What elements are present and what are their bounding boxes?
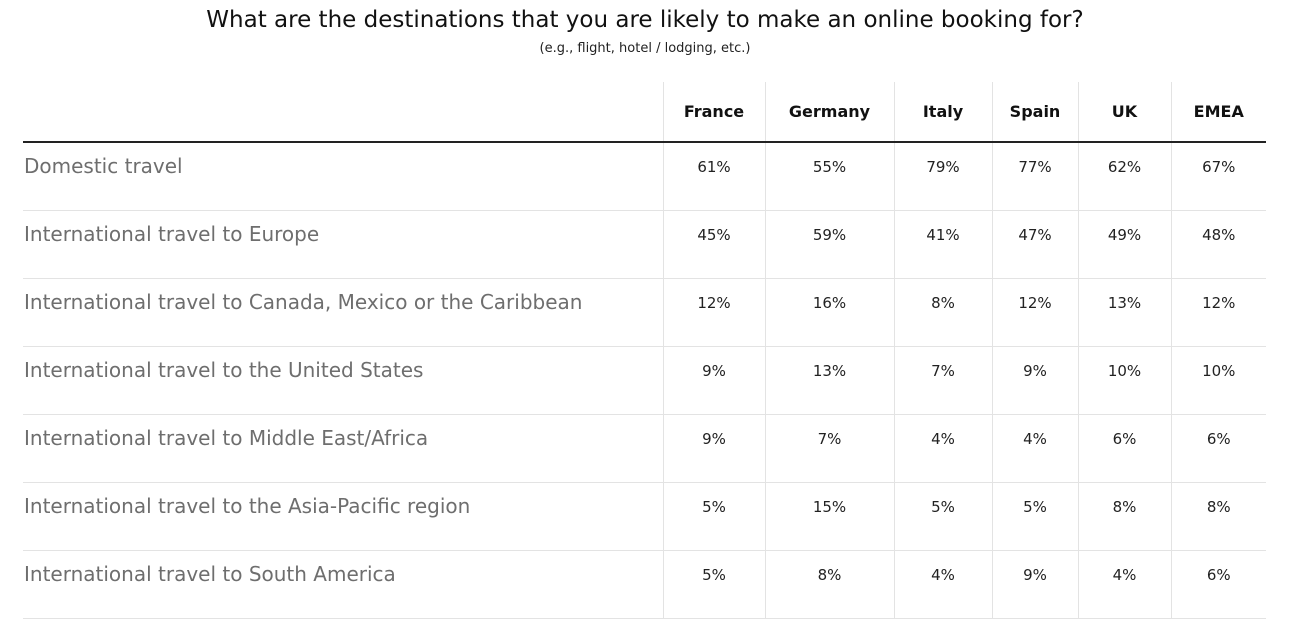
table-cell: 9% — [662, 414, 765, 483]
table-cell: 7% — [764, 414, 894, 483]
table-cell: 8% — [1077, 482, 1171, 551]
row-label: International travel to South America — [23, 550, 663, 619]
table-cell: 6% — [1170, 414, 1266, 483]
table-cell: 7% — [893, 346, 992, 415]
table-cell: 13% — [1077, 278, 1171, 347]
table-row: International travel to the United State… — [23, 346, 1266, 415]
table-cell: 4% — [1077, 550, 1171, 619]
table-cell: 8% — [1170, 482, 1266, 551]
table-cell: 41% — [893, 210, 992, 279]
chart-title: What are the destinations that you are l… — [206, 7, 1084, 33]
column-header-spain: Spain — [991, 82, 1078, 143]
table-row: International travel to South America 5%… — [23, 550, 1266, 619]
table-cell: 12% — [991, 278, 1078, 347]
table-cell: 55% — [764, 142, 894, 211]
table-cell: 59% — [764, 210, 894, 279]
table-cell: 5% — [991, 482, 1078, 551]
data-table: France Germany Italy Spain UK EMEA Domes… — [23, 82, 1266, 619]
table-cell: 4% — [893, 550, 992, 619]
table-row: International travel to the Asia-Pacific… — [23, 482, 1266, 551]
column-header-emea: EMEA — [1170, 82, 1266, 143]
column-header-uk: UK — [1077, 82, 1171, 143]
table-cell: 9% — [991, 550, 1078, 619]
table-cell: 5% — [662, 550, 765, 619]
table-cell: 47% — [991, 210, 1078, 279]
header-row: France Germany Italy Spain UK EMEA — [23, 82, 1266, 143]
table-cell: 10% — [1077, 346, 1171, 415]
table-row: International travel to Canada, Mexico o… — [23, 278, 1266, 347]
table-cell: 15% — [764, 482, 894, 551]
table-cell: 4% — [991, 414, 1078, 483]
table-cell: 45% — [662, 210, 765, 279]
row-label-header — [23, 82, 663, 143]
table-cell: 9% — [991, 346, 1078, 415]
table-cell: 8% — [764, 550, 894, 619]
row-label: International travel to Europe — [23, 210, 663, 279]
column-header-france: France — [662, 82, 765, 143]
table-cell: 79% — [893, 142, 992, 211]
table-cell: 5% — [662, 482, 765, 551]
table-cell: 62% — [1077, 142, 1171, 211]
table-cell: 61% — [662, 142, 765, 211]
table-row: Domestic travel 61% 55% 79% 77% 62% 67% — [23, 142, 1266, 211]
row-label: International travel to Canada, Mexico o… — [23, 278, 663, 347]
table-cell: 6% — [1170, 550, 1266, 619]
table-cell: 67% — [1170, 142, 1266, 211]
table-cell: 13% — [764, 346, 894, 415]
column-header-germany: Germany — [764, 82, 894, 143]
chart-subtitle: (e.g., flight, hotel / lodging, etc.) — [539, 41, 751, 56]
table-cell: 8% — [893, 278, 992, 347]
table-cell: 16% — [764, 278, 894, 347]
table-cell: 77% — [991, 142, 1078, 211]
table-cell: 12% — [1170, 278, 1266, 347]
row-label: International travel to the United State… — [23, 346, 663, 415]
table-cell: 12% — [662, 278, 765, 347]
row-label: International travel to the Asia-Pacific… — [23, 482, 663, 551]
table-cell: 49% — [1077, 210, 1171, 279]
table-cell: 6% — [1077, 414, 1171, 483]
row-label: International travel to Middle East/Afri… — [23, 414, 663, 483]
column-header-italy: Italy — [893, 82, 992, 143]
table-cell: 10% — [1170, 346, 1266, 415]
row-label: Domestic travel — [23, 142, 663, 211]
table-cell: 48% — [1170, 210, 1266, 279]
table-cell: 5% — [893, 482, 992, 551]
table-cell: 9% — [662, 346, 765, 415]
table-row: International travel to Europe 45% 59% 4… — [23, 210, 1266, 279]
table-cell: 4% — [893, 414, 992, 483]
table-row: International travel to Middle East/Afri… — [23, 414, 1266, 483]
